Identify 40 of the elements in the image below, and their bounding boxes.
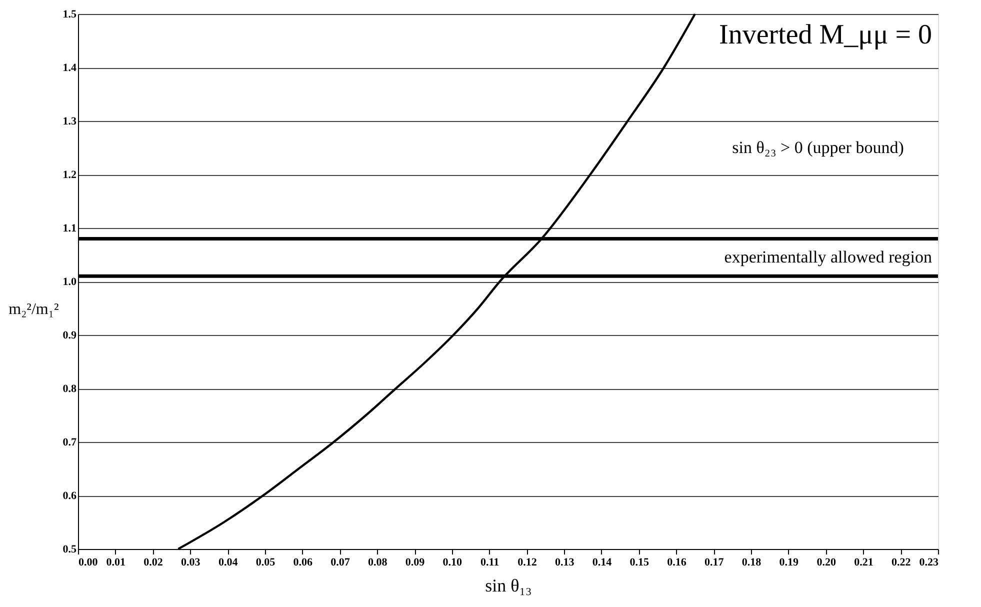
y-tick-label: 1.2 [62, 169, 77, 181]
x-tick-label: 0.12 [518, 556, 538, 568]
y-tick-label: 0.9 [62, 330, 77, 342]
x-tick-label: 0.09 [405, 556, 426, 568]
x-tick-label: 0.00 [78, 556, 98, 568]
y-tick-label: 0.6 [62, 490, 77, 502]
x-axis-title: sin θ₁₃ [485, 576, 532, 596]
x-tick-label: 0.01 [106, 556, 126, 568]
x-tick-label: 0.21 [854, 556, 874, 568]
x-tick-label: 0.03 [181, 556, 201, 568]
x-tick-label: 0.11 [480, 556, 500, 568]
annotation: sin θ₂₃ > 0 (upper bound) [732, 138, 904, 157]
annotation: experimentally allowed region [724, 247, 932, 266]
x-tick-label: 0.15 [630, 556, 650, 568]
x-tick-label: 0.10 [442, 556, 463, 568]
x-tick-label: 0.06 [293, 556, 313, 568]
x-tick-label: 0.16 [667, 556, 687, 568]
x-tick-label: 0.07 [330, 556, 350, 568]
y-tick-label: 1.3 [62, 116, 77, 128]
y-tick-label: 1.5 [62, 8, 77, 20]
x-tick-label: 0.08 [368, 556, 388, 568]
x-tick-label: 0.14 [592, 556, 612, 568]
x-tick-label: 0.05 [256, 556, 276, 568]
y-tick-label: 1.0 [62, 276, 77, 288]
y-tick-label: 0.5 [62, 544, 77, 556]
x-tick-label: 0.02 [144, 556, 164, 568]
x-tick-label: 0.13 [554, 556, 575, 568]
x-tick-label: 0.19 [779, 556, 800, 568]
annotation: Inverted M_μμ = 0 [719, 19, 932, 50]
y-tick-label: 0.8 [62, 383, 77, 395]
x-tick-label: 0.23 [919, 556, 939, 568]
x-tick-label: 0.04 [218, 556, 238, 568]
x-tick-label: 0.20 [816, 556, 836, 568]
y-tick-label: 1.4 [62, 62, 77, 74]
x-tick-label: 0.22 [891, 556, 912, 568]
y-tick-label: 1.1 [62, 222, 76, 234]
x-tick-label: 0.18 [742, 556, 762, 568]
y-tick-label: 0.7 [62, 436, 77, 448]
x-tick-label: 0.17 [704, 556, 724, 568]
y-axis-title: m₂²/m₁² [8, 300, 59, 318]
